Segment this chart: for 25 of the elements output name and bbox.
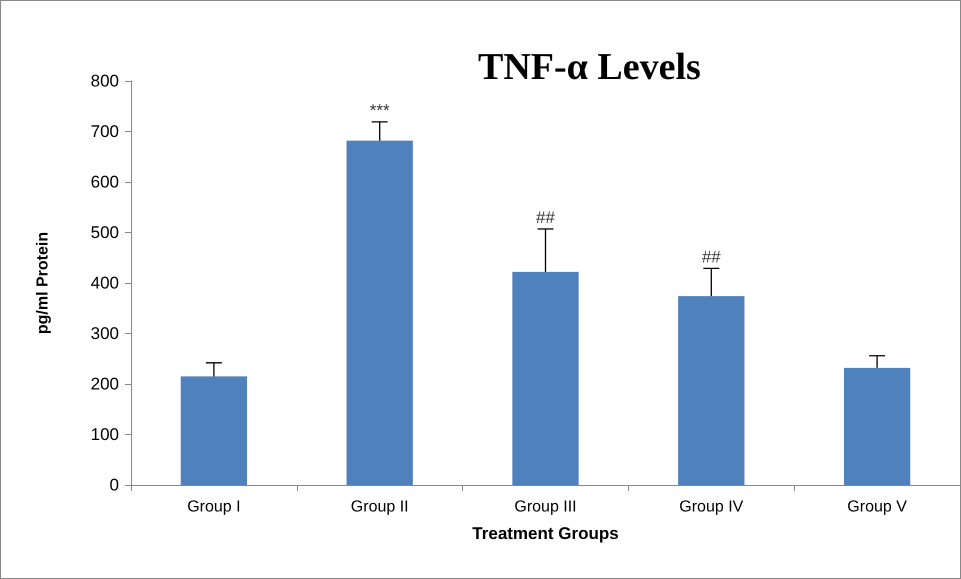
bar: [512, 272, 579, 485]
x-tick-label: Group III: [514, 498, 577, 516]
chart-title: TNF-α Levels: [478, 46, 701, 88]
annotation: ##: [702, 247, 722, 266]
bar: [678, 296, 744, 485]
y-tick-label: 0: [110, 476, 119, 494]
x-axis-title: Treatment Groups: [472, 524, 619, 543]
y-tick-label: 100: [90, 425, 119, 444]
bar: [180, 376, 248, 485]
x-tick-label: Group I: [187, 498, 241, 516]
x-tick-label: Group II: [350, 498, 409, 516]
y-tick-label: 700: [90, 122, 119, 141]
annotation: ***: [370, 100, 390, 120]
y-tick-label: 300: [90, 324, 119, 343]
annotation: ##: [536, 208, 556, 227]
y-tick-label: 800: [90, 72, 119, 90]
x-tick-label: Group V: [847, 498, 908, 516]
bar: [346, 140, 413, 485]
y-axis-title: pg/ml Protein: [34, 232, 52, 334]
y-tick-label: 600: [90, 172, 119, 192]
x-tick-label: Group IV: [679, 498, 744, 516]
y-tick-label: 400: [90, 274, 119, 292]
bar: [844, 368, 910, 485]
y-tick-label: 500: [90, 223, 119, 242]
y-tick-label: 200: [90, 374, 119, 394]
